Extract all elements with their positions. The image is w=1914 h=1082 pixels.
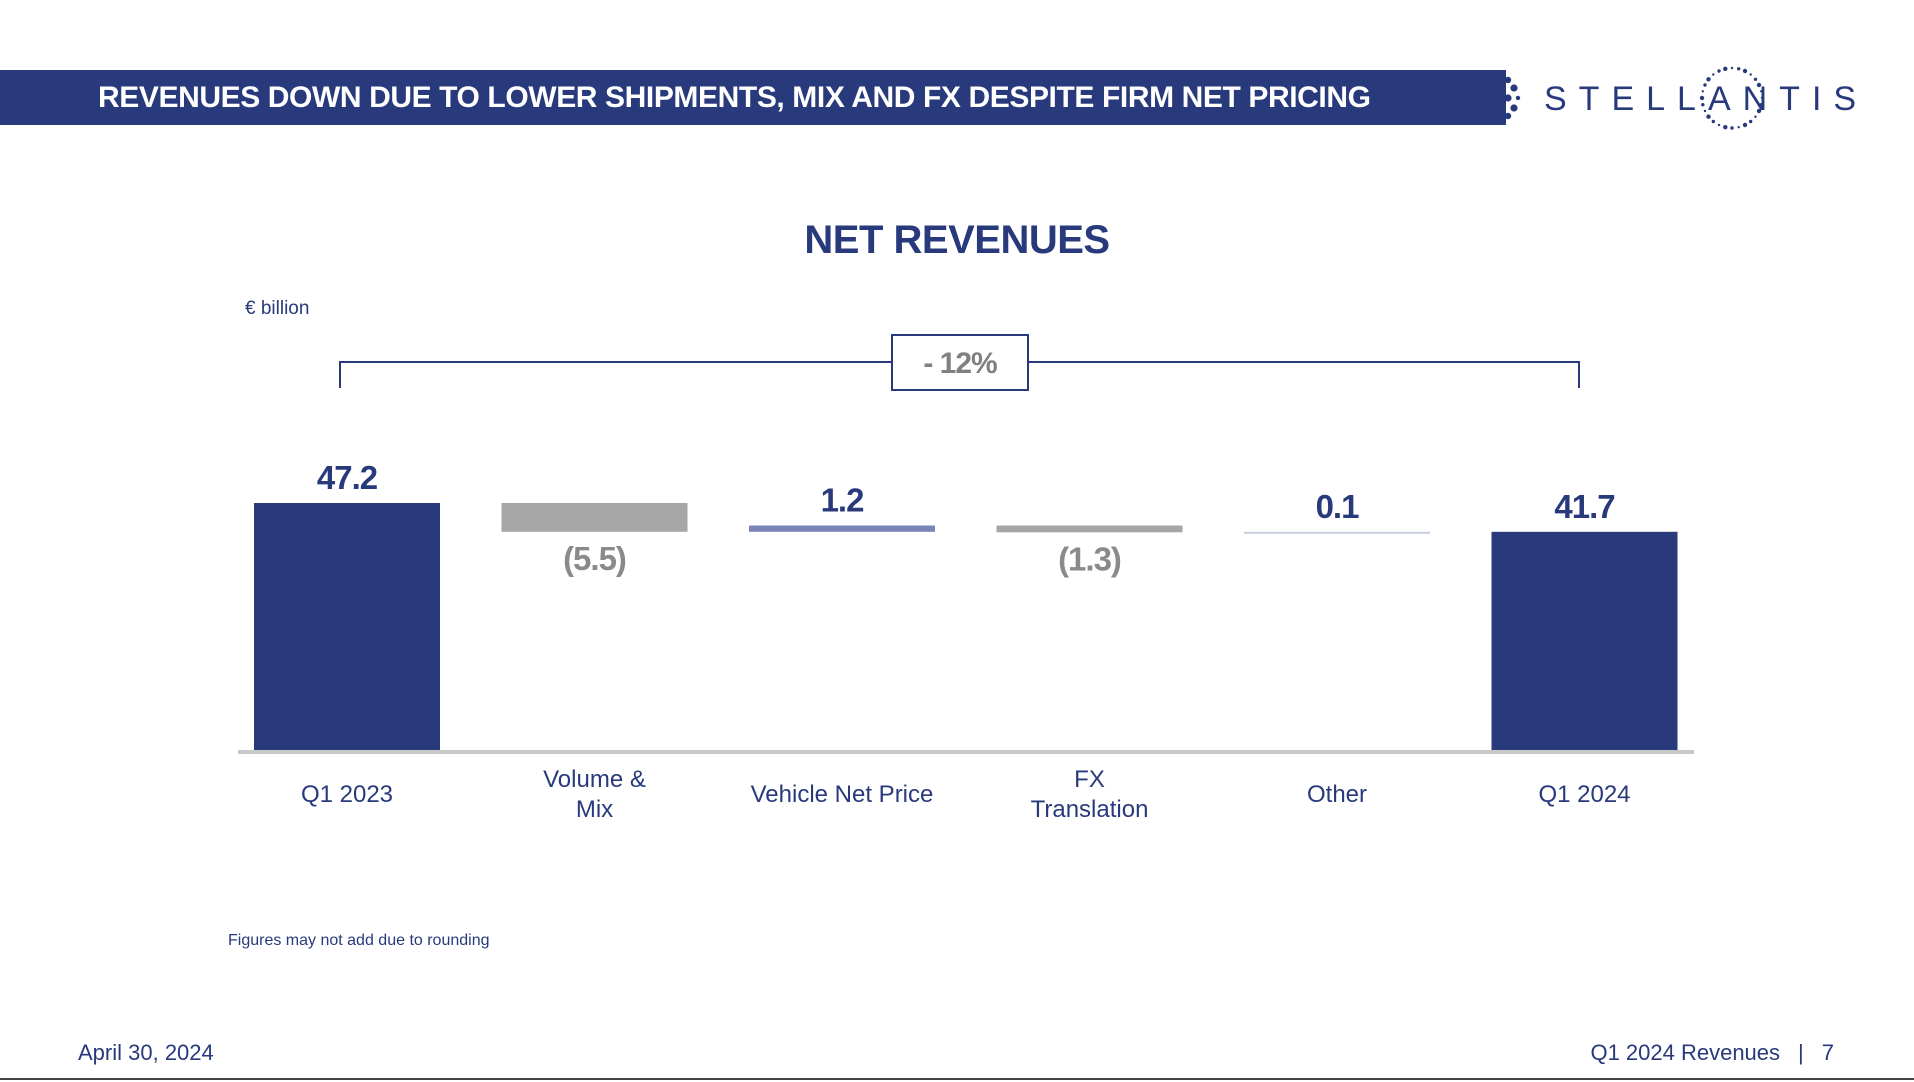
bar-3	[749, 525, 935, 532]
page-number: 7	[1821, 1040, 1834, 1065]
category-labels: Q1 2023 Volume & Mix Vehicle Net Price FX Tra…	[301, 766, 1631, 823]
bottom-rule	[0, 1078, 1914, 1080]
x-axis-line	[238, 750, 1694, 754]
logo-ring	[1699, 66, 1764, 130]
category-label-1: Q1 2023	[301, 781, 393, 808]
bracket-left	[339, 361, 892, 388]
category-label-5: Other	[1307, 781, 1367, 808]
category-label-4: FX Translation	[1031, 766, 1149, 823]
bars	[238, 503, 1694, 754]
footnote: Figures may not add due to rounding	[228, 932, 490, 949]
category-label-2: Volume & Mix	[543, 766, 646, 823]
category-label-3: Vehicle Net Price	[751, 781, 934, 808]
stellantis-logo: STELLANTIS	[1499, 66, 1856, 130]
chart-title: NET REVENUES	[804, 218, 1110, 262]
bar-6	[1491, 531, 1678, 750]
footer-section: Q1 2024 Revenues	[1590, 1040, 1781, 1065]
logo-wordmark: STELLANTIS	[1544, 80, 1856, 118]
header-band	[0, 70, 1506, 125]
value-label-4: (1.3)	[1058, 540, 1121, 577]
bar-4	[996, 525, 1183, 533]
category-label-6: Q1 2024	[1538, 781, 1630, 808]
footer-separator: |	[1798, 1040, 1804, 1065]
value-label-1: 47.2	[317, 459, 378, 496]
bar-2	[501, 503, 688, 532]
logo-dots	[1499, 76, 1521, 120]
value-label-2: (5.5)	[563, 540, 626, 577]
bar-5	[1244, 531, 1430, 534]
change-bracket: - 12%	[339, 334, 1580, 391]
unit-label: € billion	[245, 298, 310, 319]
value-label-3: 1.2	[821, 482, 865, 519]
footer-date: April 30, 2024	[78, 1040, 214, 1065]
footer-right: Q1 2024 Revenues | 7	[1590, 1040, 1834, 1066]
bracket-right	[1028, 361, 1580, 388]
change-box	[891, 334, 1029, 391]
slide-title: REVENUES DOWN DUE TO LOWER SHIPMENTS, MI…	[98, 81, 1371, 114]
value-label-6: 41.7	[1554, 488, 1614, 525]
value-labels: 47.2 (5.5) 1.2 (1.3) 0.1 41.7	[317, 459, 1616, 577]
bar-1	[254, 503, 440, 750]
change-percent: - 12%	[923, 347, 997, 380]
value-label-5: 0.1	[1316, 488, 1360, 525]
